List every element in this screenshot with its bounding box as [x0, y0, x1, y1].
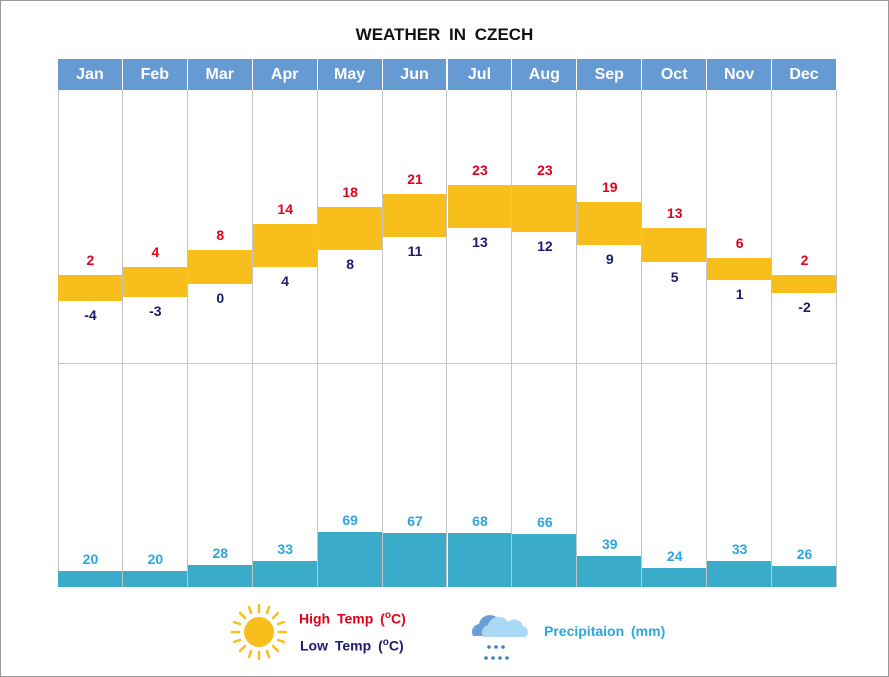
month-header: Nov: [707, 59, 773, 90]
temp-range-bar: [642, 228, 707, 263]
month-column: [448, 90, 513, 587]
month-column: [642, 90, 708, 587]
month-header: Jun: [382, 59, 448, 90]
low-temp-label: 8: [346, 255, 354, 272]
month-header: Jan: [58, 59, 123, 90]
precipitation-label: 69: [342, 511, 358, 528]
low-temp-label: -2: [798, 298, 811, 315]
legend-precipitation: Precipitaion (mm): [544, 623, 666, 639]
low-temp-label: 9: [605, 251, 614, 268]
month-header: Feb: [122, 59, 188, 90]
sun-icon: [230, 603, 288, 661]
month-column: [58, 90, 123, 587]
high-temp-label: 23: [472, 162, 488, 179]
low-temp-label: 1: [735, 285, 744, 302]
month-header: Dec: [772, 59, 837, 90]
temp-range-bar: [187, 249, 252, 284]
precipitation-label: 68: [472, 512, 488, 529]
low-temp-label: 5: [670, 268, 679, 285]
month-column: [577, 90, 643, 587]
month-header: Oct: [642, 59, 708, 90]
low-temp-label: 4: [281, 272, 290, 289]
high-temp-label: 14: [277, 200, 293, 217]
precipitation-bar: [58, 571, 122, 587]
high-temp-label: 4: [151, 243, 160, 260]
month-header: May: [317, 59, 383, 90]
precipitation-bar: [577, 555, 642, 587]
high-temp-label: 2: [800, 252, 809, 269]
precipitation-label: 20: [82, 551, 99, 567]
legend-low-temp: Low Temp (oC): [300, 637, 404, 654]
chart-area: Jan 2 -4 20 Feb 4 -3 20 Mar 8 0 28 Apr 14 4 33 May 18 8 69 J…: [1, 1, 888, 601]
high-temp-label: 2: [86, 252, 95, 269]
precipitation-bar: [252, 560, 317, 587]
low-temp-label: 13: [472, 234, 488, 251]
temp-range-bar: [58, 275, 122, 302]
month-column: [188, 90, 253, 587]
precipitation-bar: [447, 532, 512, 587]
high-temp-label: 21: [407, 170, 423, 187]
month-column: [123, 90, 188, 587]
chart-frame: [58, 90, 837, 587]
temp-range-bar: [447, 185, 512, 229]
precipitation-label: 33: [731, 540, 748, 557]
month-header: Mar: [187, 59, 253, 90]
high-temp-label: 19: [601, 179, 618, 196]
temp-range-bar: [772, 275, 836, 293]
precipitation-label: 28: [212, 544, 229, 561]
high-temp-label: 13: [666, 205, 683, 222]
rain-cloud-icon: [471, 615, 528, 660]
high-temp-label: 18: [342, 183, 358, 200]
precipitation-bar: [707, 560, 772, 587]
high-temp-label: 8: [216, 226, 225, 243]
month-column: [318, 90, 383, 587]
high-temp-label: 6: [735, 235, 744, 252]
precipitation-bar: [122, 571, 187, 587]
precipitation-label: 26: [796, 546, 813, 563]
precipitation-label: 33: [277, 540, 293, 557]
month-header: Apr: [252, 59, 318, 90]
precipitation-bar: [772, 566, 836, 587]
temp-range-bar: [317, 206, 382, 250]
precipitation-bar: [512, 534, 577, 587]
section-divider: [58, 363, 837, 364]
temp-range-bar: [512, 185, 577, 233]
temp-range-bar: [122, 266, 187, 297]
temp-range-bar: [382, 193, 447, 237]
low-temp-label: 12: [537, 238, 553, 255]
temp-range-bar: [707, 258, 772, 280]
chart-title: WEATHER IN CZECH: [355, 25, 534, 44]
low-temp-label: -4: [84, 307, 97, 324]
month-column: [772, 90, 837, 587]
temp-range-bar: [252, 223, 317, 267]
legend-high-temp: High Temp (oC): [299, 610, 406, 627]
low-temp-label: 11: [407, 242, 423, 259]
month-column: [707, 90, 773, 587]
precipitation-label: 24: [666, 547, 683, 564]
precipitation-bar: [317, 531, 382, 587]
month-column: [512, 90, 578, 587]
month-column: [253, 90, 318, 587]
low-temp-label: 0: [216, 290, 225, 306]
precipitation-label: 39: [601, 535, 618, 552]
precipitation-bar: [187, 564, 252, 587]
high-temp-label: 23: [537, 162, 553, 179]
month-header: Aug: [512, 59, 578, 90]
month-column: [383, 90, 448, 587]
precipitation-label: 20: [147, 551, 164, 567]
month-header: Jul: [447, 59, 513, 90]
precipitation-label: 66: [537, 514, 553, 531]
month-header: Sep: [577, 59, 643, 90]
temp-range-bar: [577, 202, 642, 246]
precipitation-bar: [642, 567, 707, 587]
low-temp-label: -3: [149, 302, 162, 319]
precipitation-bar: [382, 533, 447, 587]
precipitation-label: 67: [407, 513, 423, 530]
